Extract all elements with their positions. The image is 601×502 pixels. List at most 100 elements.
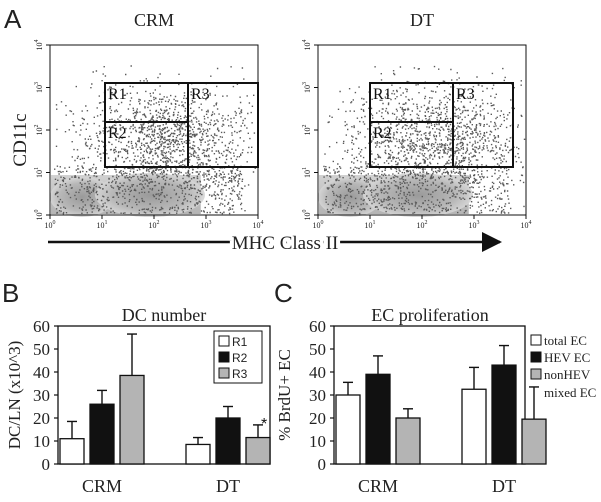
cell-cluster	[363, 173, 473, 217]
y-tick-label: 104	[302, 40, 312, 51]
tick-exponent: 1	[302, 167, 308, 170]
x-tick-label: 103	[201, 220, 212, 230]
y-tick-label: 102	[34, 125, 44, 136]
y-tick-label: 102	[302, 125, 312, 136]
gate-r3	[187, 82, 259, 168]
y-tick-label: 103	[302, 82, 312, 93]
gate-r3	[452, 82, 514, 168]
x-tick-label: 102	[417, 220, 428, 230]
tick-exponent: 2	[302, 125, 308, 128]
gate-label-r3: R3	[191, 86, 210, 103]
y-tick-label: 40	[33, 363, 50, 382]
y-tick-label: 50	[33, 340, 50, 359]
legend-label: HEV EC	[544, 350, 590, 365]
legend-swatch	[530, 334, 542, 346]
bar-r3	[245, 436, 271, 465]
ec-proliferation-chart: EC proliferation % BrdU+ EC 0 10 20 30 40 50 60 C…	[275, 305, 596, 496]
flow-y-label: CD11c	[10, 113, 31, 166]
gate-label-r1: R1	[373, 86, 392, 103]
cell-events	[323, 65, 526, 215]
bar-r1	[59, 438, 85, 465]
tick-exponent: 0	[34, 210, 40, 213]
y-tick-label: 104	[34, 40, 44, 51]
bar-r2	[89, 403, 115, 465]
dc-number-chart: DC number DC/LN (x10^3) 0 10 20 30 40 50 60 CRM DT…	[5, 305, 271, 496]
x-tick-label: CRM	[82, 476, 122, 496]
bar-total-ec	[335, 394, 361, 465]
y-tick-label: 60	[309, 317, 326, 336]
y-tick-label: 0	[42, 455, 51, 474]
legend-swatch	[530, 351, 542, 363]
y-tick-label: 30	[33, 386, 50, 405]
y-tick-label: 10	[33, 432, 50, 451]
x-tick-label: 101	[365, 220, 376, 230]
x-tick-label: 104	[253, 220, 264, 230]
flow-x-label: MHC Class II	[232, 233, 339, 254]
panel-letter-b: B	[2, 278, 19, 308]
gate-label-r2: R2	[108, 125, 127, 142]
y-tick-label: 101	[34, 167, 44, 178]
y-axis-label: DC/LN (x10^3)	[5, 341, 24, 450]
y-tick-label: 100	[302, 210, 312, 221]
tick-exponent: 3	[302, 82, 308, 85]
y-tick-label: 20	[33, 409, 50, 428]
tick-exponent: 2	[157, 220, 160, 226]
gate-label-r1: R1	[108, 86, 127, 103]
y-axis-label: % BrdU+ EC	[275, 349, 294, 441]
tick-exponent: 4	[261, 220, 264, 226]
bar-r3	[119, 374, 145, 465]
legend-label: total EC	[544, 333, 587, 348]
tick-exponent: 3	[209, 220, 212, 226]
y-tick-label: 40	[309, 363, 326, 382]
x-tick-label: 101	[97, 220, 108, 230]
tick-exponent: 3	[477, 220, 480, 226]
x-tick-label: 100	[45, 220, 56, 230]
legend: total EC HEV EC nonHEV mixed EC	[530, 333, 596, 400]
legend-label: nonHEV	[544, 367, 591, 382]
tick-exponent: 0	[53, 220, 56, 226]
y-tick-label: 30	[309, 386, 326, 405]
y-tick-label: 103	[34, 82, 44, 93]
x-tick-label: CRM	[358, 476, 398, 496]
y-tick-label: 101	[302, 167, 312, 178]
legend: R1 R2 R3	[213, 330, 263, 384]
legend-label: R3	[232, 367, 248, 381]
y-tick-label: 0	[318, 455, 327, 474]
panel-letter-c: C	[274, 278, 293, 308]
tick-exponent: 0	[302, 210, 308, 213]
bar-hev-ec	[365, 373, 391, 465]
legend-label: mixed EC	[544, 385, 596, 400]
y-tick-label: 50	[309, 340, 326, 359]
bar-nonhev-mixed-ec	[521, 418, 547, 465]
gate-label-r2: R2	[373, 125, 392, 142]
x-tick-label: 103	[469, 220, 480, 230]
legend-label: R1	[232, 335, 248, 349]
tick-exponent: 4	[34, 40, 40, 43]
legend-swatch	[530, 368, 542, 380]
tick-exponent: 1	[373, 220, 376, 226]
x-tick-label: 102	[149, 220, 160, 230]
flow-plot-title: DT	[410, 10, 434, 30]
y-tick-label: 60	[33, 317, 50, 336]
cell-cluster	[95, 173, 205, 217]
bar-r2	[215, 417, 241, 465]
y-tick-label: 10	[309, 432, 326, 451]
legend-label: R2	[232, 351, 248, 365]
legend-swatch	[218, 335, 230, 347]
panel-letter-a: A	[4, 4, 22, 34]
tick-exponent: 2	[34, 125, 40, 128]
significance-asterisk: *	[261, 416, 267, 433]
y-tick-label: 20	[309, 409, 326, 428]
flow-plot-title: CRM	[134, 10, 174, 30]
tick-exponent: 2	[425, 220, 428, 226]
legend-swatch	[218, 367, 230, 379]
legend-swatch	[218, 351, 230, 363]
x-tick-label: 100	[313, 220, 324, 230]
bar-r1	[185, 443, 211, 465]
tick-exponent: 1	[34, 167, 40, 170]
chart-title: DC number	[122, 305, 207, 325]
x-tick-label: DT	[492, 476, 516, 496]
